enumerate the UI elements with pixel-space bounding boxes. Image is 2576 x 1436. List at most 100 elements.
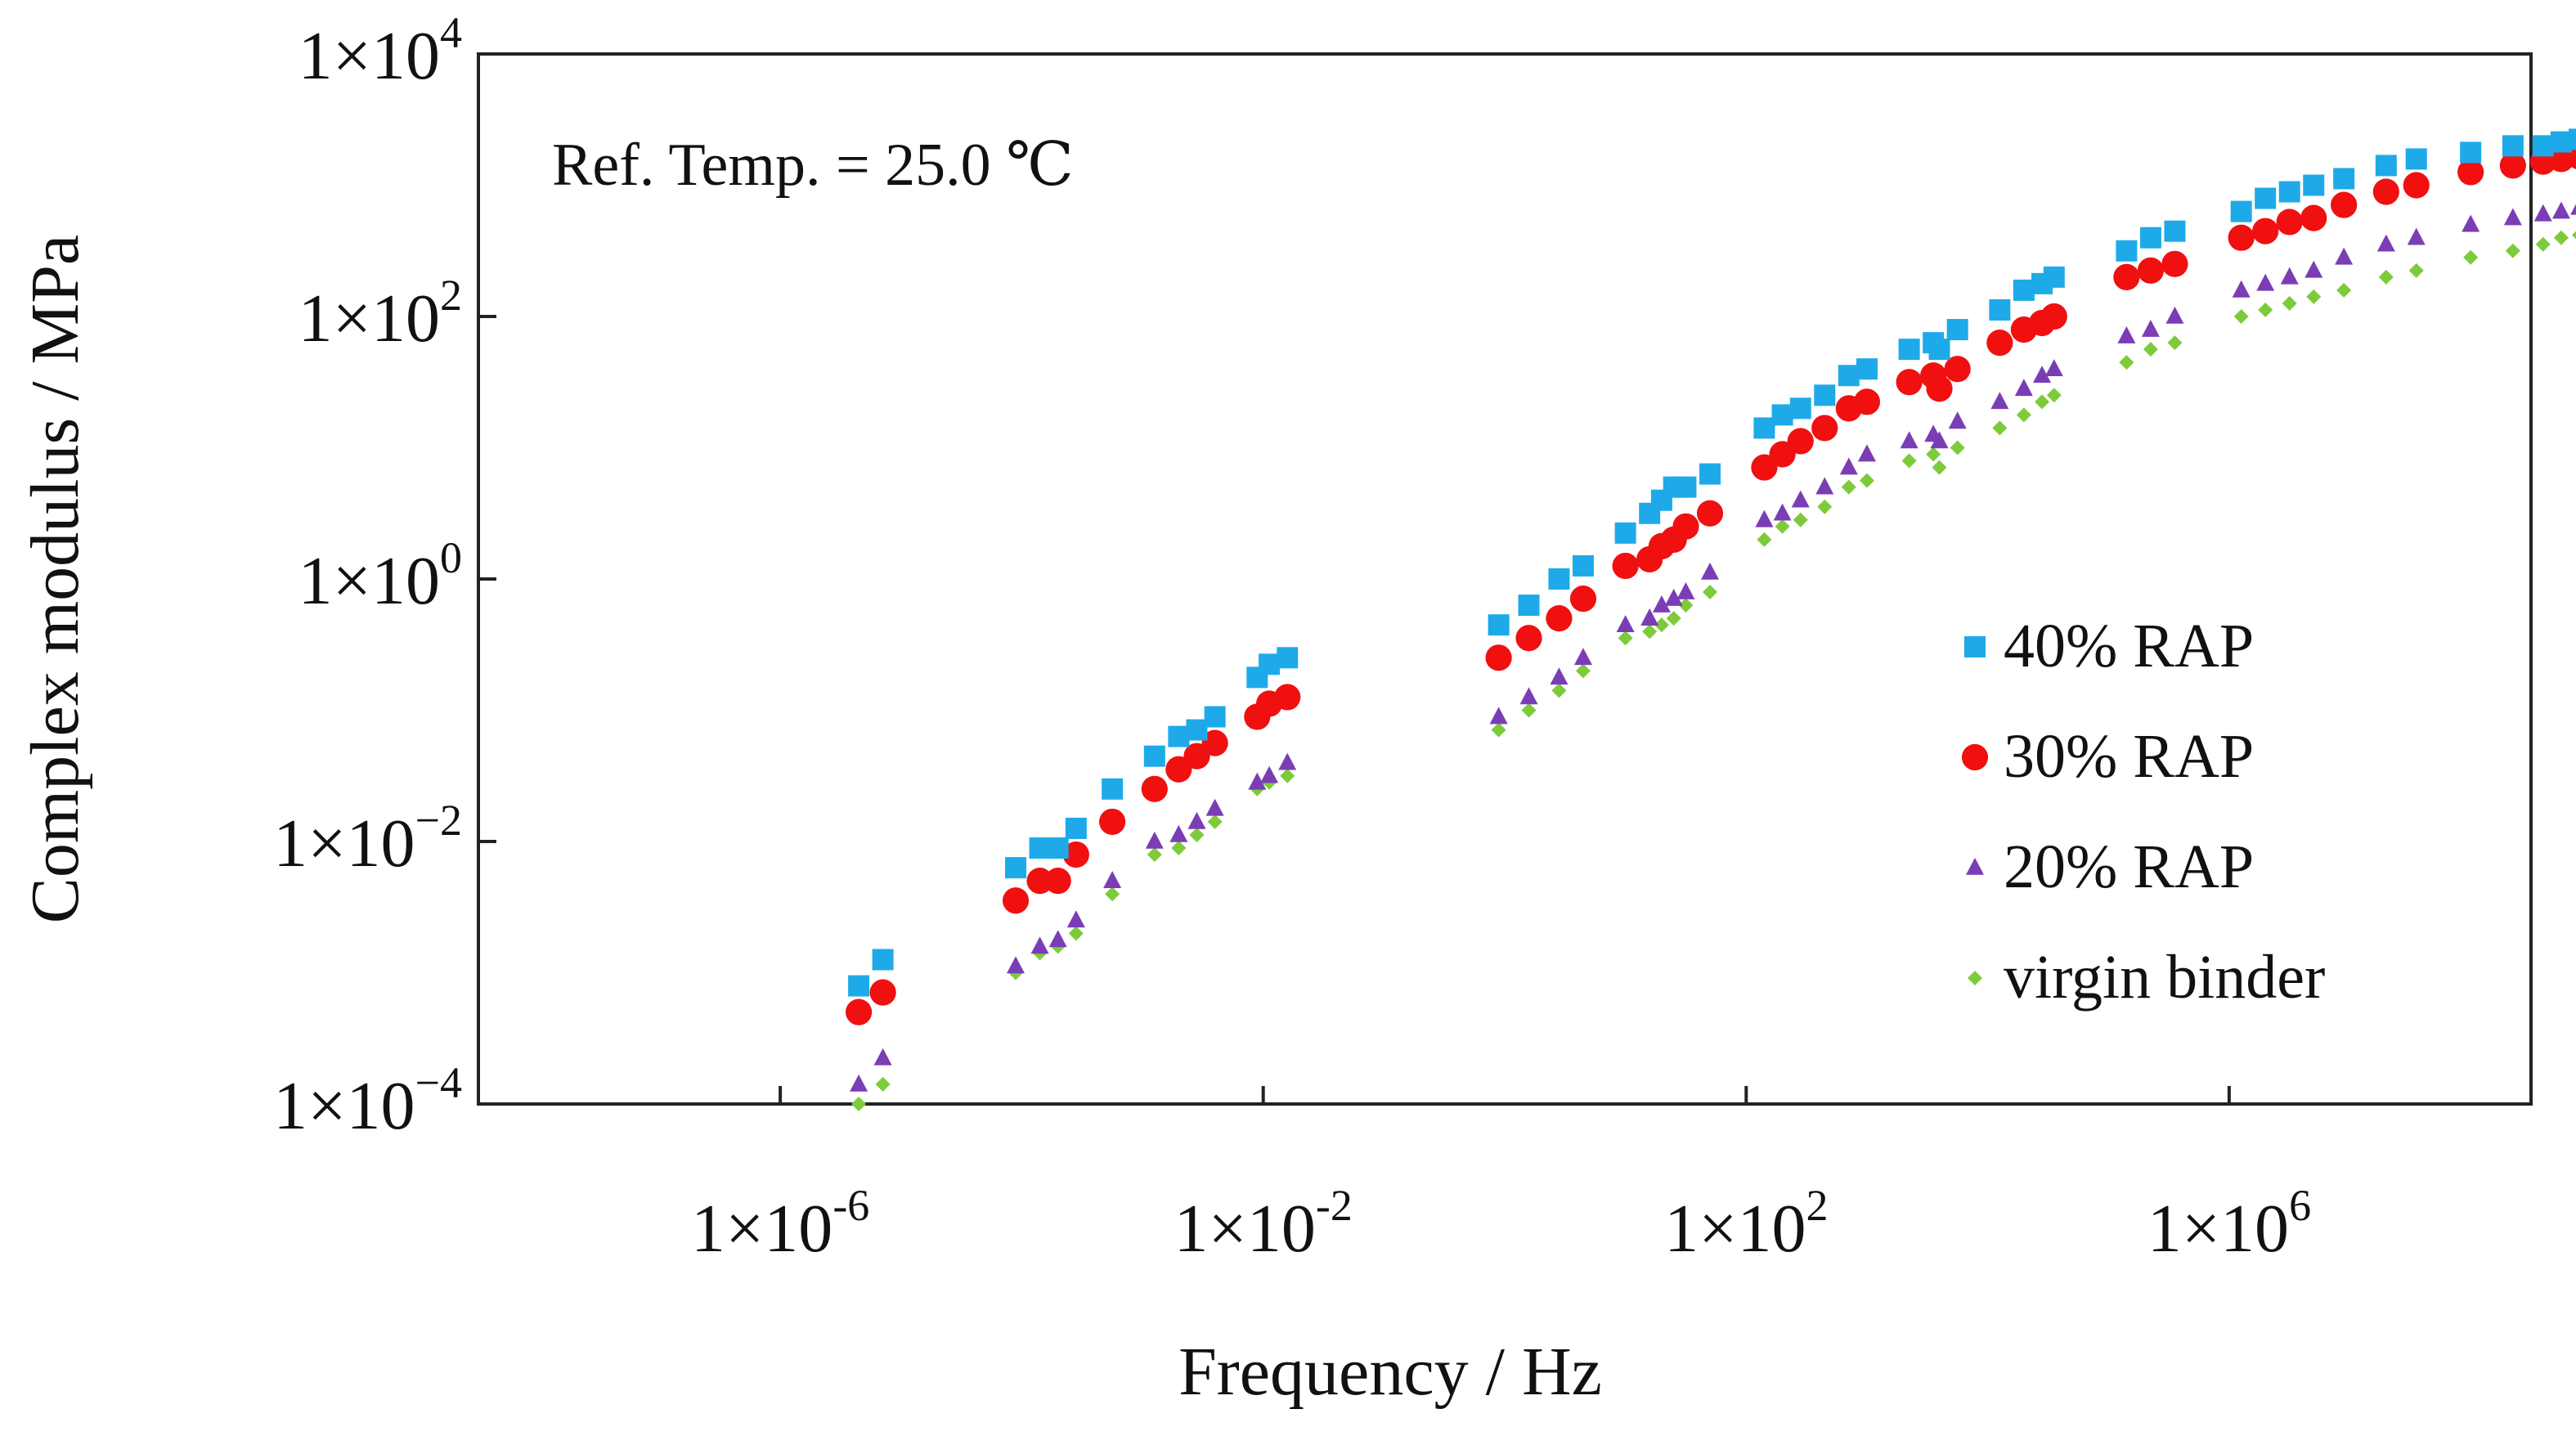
data-point [1569, 585, 1597, 613]
data-point [1105, 886, 1120, 902]
data-point [2460, 141, 2482, 164]
data-point [1575, 663, 1591, 679]
legend-marker [1964, 636, 1986, 657]
data-point [1259, 653, 1281, 675]
data-point [1551, 683, 1567, 698]
data-point [1066, 910, 1085, 928]
data-point [2463, 249, 2479, 265]
data-point [1546, 605, 1573, 632]
y-tick-label: 1×104 [298, 8, 462, 94]
series-20-rap [850, 201, 2576, 1092]
data-point [2331, 191, 2358, 218]
data-point [1204, 706, 1226, 728]
annotation-ref-temp: Ref. Temp. = 25.0 ℃ [552, 132, 1074, 199]
legend-item: 20% RAP [1966, 832, 2254, 901]
data-point [2016, 407, 2031, 423]
data-point [1932, 460, 1947, 475]
data-point [1654, 617, 1669, 633]
data-point [1652, 595, 1671, 613]
data-point [2505, 243, 2520, 258]
legend-label: 30% RAP [2004, 722, 2254, 791]
y-tick-label: 1×10−4 [273, 1058, 462, 1144]
data-point [1676, 581, 1695, 599]
data-point [2165, 306, 2184, 324]
data-point [1642, 624, 1658, 639]
data-point [1521, 702, 1537, 718]
data-point [2252, 218, 2279, 245]
data-point [1896, 369, 1923, 396]
data-point [1248, 772, 1267, 790]
data-point [2503, 208, 2522, 226]
data-point [1990, 392, 2009, 410]
data-point [1488, 614, 1510, 636]
data-point [850, 1074, 868, 1092]
legend-item: 30% RAP [1961, 722, 2254, 791]
data-point [2335, 247, 2354, 265]
data-point [2499, 152, 2526, 179]
data-point [2372, 178, 2399, 205]
data-point [1857, 444, 1876, 462]
data-point [1839, 457, 1858, 475]
data-point [1201, 729, 1228, 756]
data-point [1838, 365, 1860, 387]
data-point [2167, 335, 2183, 351]
data-point [2533, 204, 2552, 222]
data-point [2143, 342, 2158, 357]
data-point [2569, 128, 2576, 150]
legend-marker [1968, 971, 1982, 985]
data-point [2228, 224, 2255, 251]
data-point [2046, 388, 2062, 403]
data-point [2255, 187, 2277, 209]
data-point [1992, 420, 2008, 436]
data-point [1898, 339, 1920, 361]
data-point [2532, 135, 2554, 157]
data-point [845, 998, 873, 1025]
data-point [2113, 263, 2140, 290]
legend-label: virgin binder [2004, 943, 2325, 1012]
data-point [1950, 440, 1965, 455]
data-point [1815, 477, 1834, 495]
data-point [1171, 841, 1187, 856]
data-point [2376, 234, 2395, 252]
data-point [848, 975, 870, 997]
data-point [872, 949, 894, 971]
data-point [1065, 817, 1087, 839]
data-point [1775, 518, 1790, 534]
data-point [1787, 428, 1814, 455]
data-point [2280, 267, 2299, 285]
data-point [1817, 499, 1833, 514]
data-point [2137, 257, 2165, 284]
data-point [1047, 837, 1069, 859]
data-point [873, 1048, 892, 1066]
data-point [2502, 135, 2524, 157]
data-point [1548, 568, 1570, 590]
data-point [2033, 366, 2052, 384]
data-point [1187, 811, 1206, 829]
legend-label: 40% RAP [2004, 612, 2254, 680]
data-point [1183, 743, 1210, 770]
data-point [1814, 384, 1836, 406]
data-point [1701, 562, 1719, 580]
data-point [2300, 204, 2327, 231]
data-point [1274, 684, 1301, 711]
data-point [1147, 847, 1162, 863]
data-point [2276, 209, 2303, 236]
y-axis-title: Complex modulus / MPa [17, 235, 93, 923]
data-point [2408, 263, 2424, 278]
data-point [1793, 512, 1808, 527]
data-point [1168, 725, 1190, 747]
data-point [2044, 359, 2063, 376]
data-point [875, 1076, 891, 1092]
data-point [2232, 280, 2251, 298]
data-point [2407, 227, 2426, 245]
legend-label: 20% RAP [2004, 832, 2254, 901]
data-point [1791, 490, 1810, 508]
data-point [1699, 463, 1721, 485]
data-point [1789, 397, 1811, 420]
data-point [1859, 473, 1874, 488]
data-point [1260, 765, 1279, 783]
x-tick-label: 1×102 [1664, 1181, 1828, 1267]
data-point [1901, 453, 1917, 469]
data-point [1277, 647, 1299, 669]
